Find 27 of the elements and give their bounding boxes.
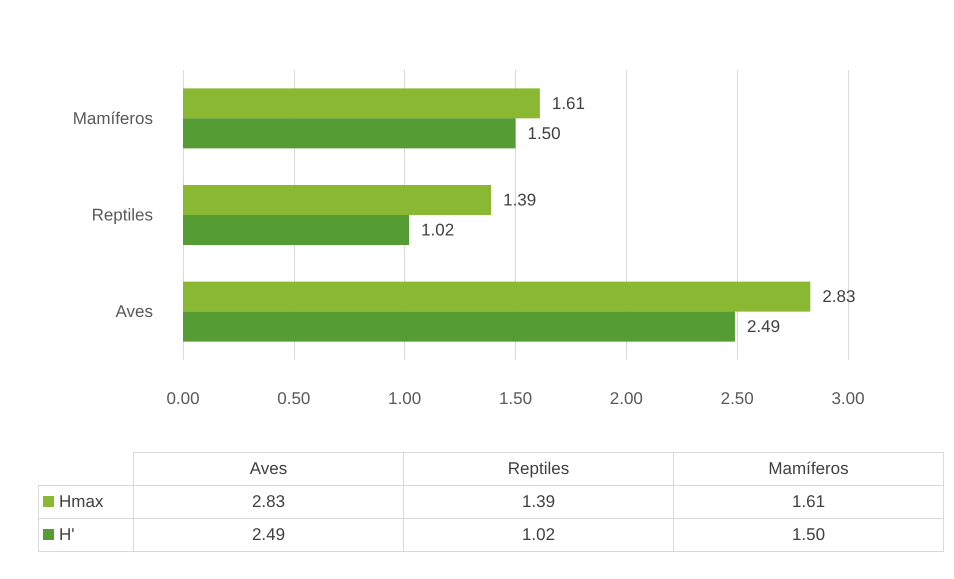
y-tick-label: Reptiles	[92, 206, 153, 224]
category-label: Aves	[250, 459, 288, 478]
text: 1.02	[522, 525, 556, 544]
category-label: Reptiles	[508, 459, 570, 478]
data-label: 1.02	[421, 220, 454, 240]
x-tick-label: 0.00	[166, 389, 200, 408]
legend-label: Hmax	[38, 486, 134, 518]
y-tick-label: Aves	[116, 302, 153, 322]
text: 1.39	[522, 492, 556, 511]
data-label: 1.39	[503, 190, 536, 210]
x-tick-label: 2.50	[720, 389, 754, 408]
x-tick-label: 1.00	[388, 389, 422, 408]
data-label: 2.49	[746, 317, 780, 336]
x-tick-label: 1.50	[498, 389, 532, 408]
x-tick-label: 2.00	[610, 389, 643, 408]
text: 1.61	[792, 492, 826, 511]
category-label: Mamíferos	[768, 459, 849, 478]
data-label: 2.83	[822, 287, 856, 306]
y-tick-label: Mamíferos	[72, 108, 153, 128]
text: 2.49	[252, 525, 286, 544]
legend-label: H'	[38, 518, 134, 552]
text: 2.83	[252, 492, 286, 511]
x-tick-label: 3.00	[831, 389, 865, 408]
data-label: 1.50	[528, 124, 561, 143]
text: 1.50	[792, 525, 826, 544]
data-label: 1.61	[552, 94, 585, 113]
x-tick-label: 0.50	[277, 389, 310, 408]
